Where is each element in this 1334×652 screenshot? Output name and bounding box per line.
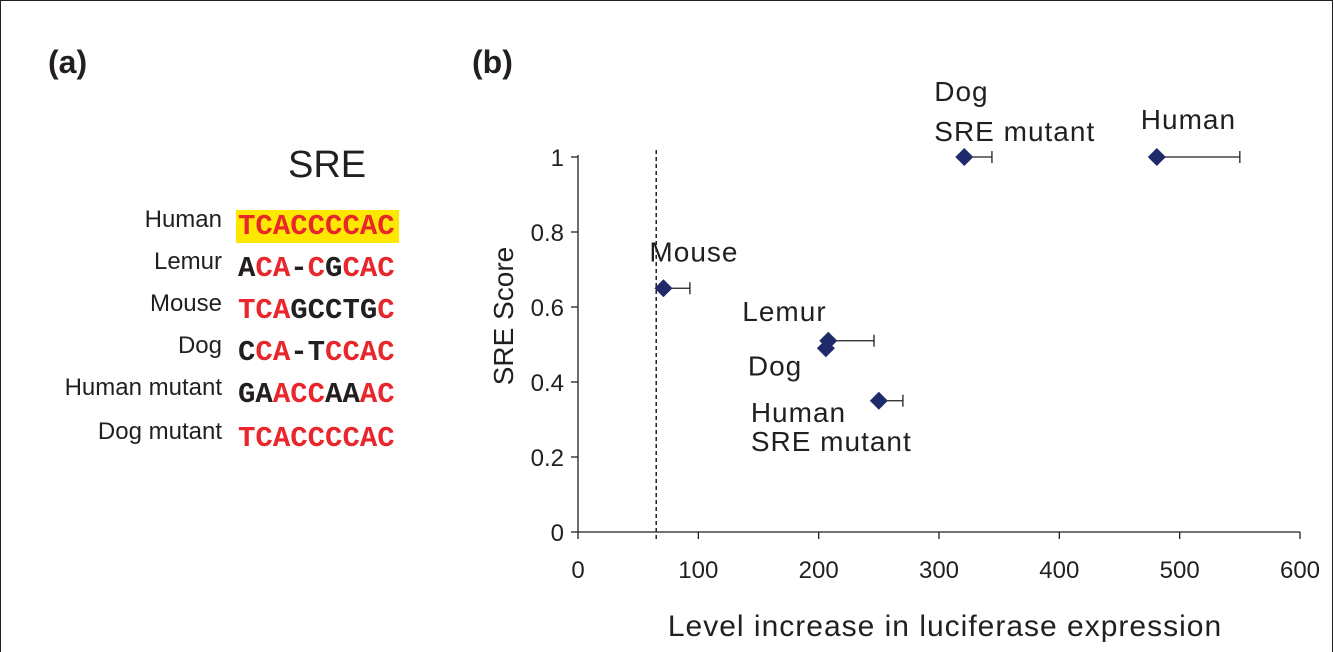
x-tick-label: 600 bbox=[1280, 557, 1320, 584]
y-tick-label: 1 bbox=[551, 145, 564, 172]
y-tick-label: 0.8 bbox=[531, 220, 564, 247]
point-annotation: Dog bbox=[934, 76, 988, 107]
chart-axes: 0 0.2 0.4 0.6 0.8 1 0 100 200 300 400 500 600 Level i… bbox=[488, 145, 1320, 643]
data-point bbox=[870, 392, 888, 410]
y-tick-label: 0.2 bbox=[531, 445, 564, 472]
point-annotation: Mouse bbox=[649, 236, 738, 267]
point-annotation: Lemur bbox=[742, 296, 826, 327]
y-tick-label: 0 bbox=[551, 520, 564, 547]
point-annotation: SRE mutant bbox=[751, 426, 912, 457]
y-tick-label: 0.6 bbox=[531, 295, 564, 322]
x-tick-label: 400 bbox=[1039, 557, 1079, 584]
x-tick-label: 200 bbox=[799, 557, 839, 584]
point-annotation: Human bbox=[1141, 104, 1236, 135]
point-annotation: Human bbox=[751, 397, 846, 428]
x-tick-label: 500 bbox=[1160, 557, 1200, 584]
x-tick-label: 300 bbox=[919, 557, 959, 584]
chart-marks bbox=[654, 148, 1239, 540]
data-point bbox=[1148, 148, 1166, 166]
data-point bbox=[654, 279, 672, 297]
data-point bbox=[955, 148, 973, 166]
point-annotation: Dog bbox=[748, 350, 802, 381]
y-axis-title: SRE Score bbox=[488, 247, 519, 386]
x-tick-label: 100 bbox=[678, 557, 718, 584]
x-tick-label: 0 bbox=[571, 557, 584, 584]
y-tick-label: 0.4 bbox=[531, 370, 564, 397]
point-annotation: SRE mutant bbox=[934, 116, 1095, 147]
x-axis-title: Level increase in luciferase expression bbox=[668, 610, 1222, 643]
